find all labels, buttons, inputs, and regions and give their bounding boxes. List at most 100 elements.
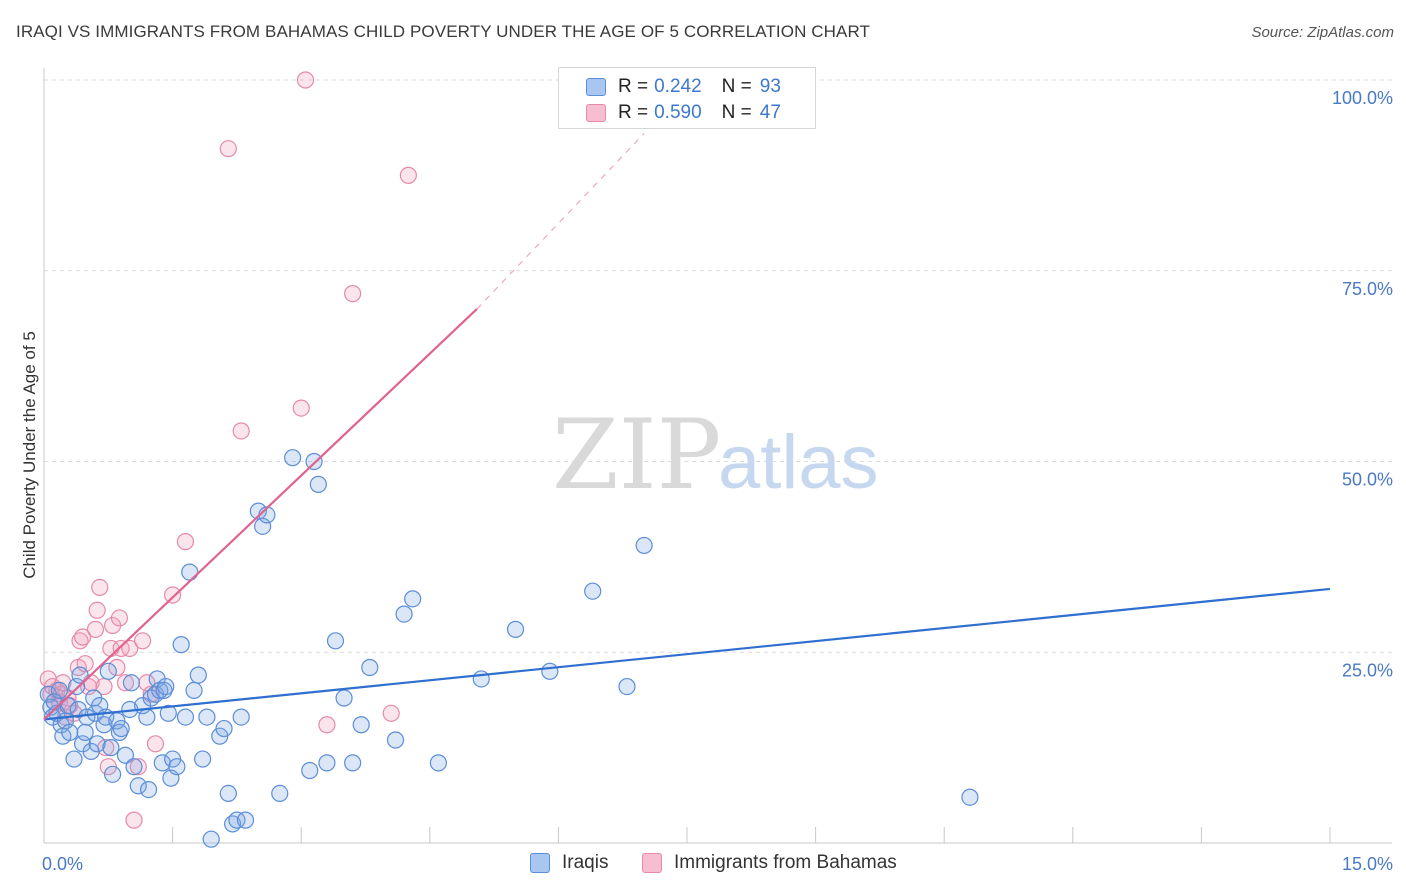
y-tick-label: 50.0% xyxy=(1342,470,1393,490)
legend-row-bahamas: R = 0.590 N = 47 xyxy=(586,101,781,125)
bahamas-point xyxy=(176,533,195,551)
bahamas-point xyxy=(146,735,165,753)
iraqis-point xyxy=(305,452,323,471)
source-label: Source: ZipAtlas.com xyxy=(1251,24,1394,41)
bahamas-point xyxy=(232,422,250,440)
iraqis-point xyxy=(139,780,158,799)
legend-n-label: N = xyxy=(721,76,752,97)
iraqis-point xyxy=(102,739,120,757)
legend-swatch-iraqis xyxy=(586,78,606,96)
bahamas-point xyxy=(344,285,362,303)
legend-swatch-bahamas xyxy=(642,853,662,873)
iraqis-point xyxy=(194,750,212,768)
bahamas-point xyxy=(121,639,139,658)
iraqis-point xyxy=(122,674,141,692)
correlation-legend: R = 0.242 N = 93 R = 0.590 N = 47 xyxy=(558,67,816,129)
bahamas-point xyxy=(86,620,105,638)
iraqis-point xyxy=(961,788,979,806)
bahamas-point xyxy=(318,716,336,734)
legend-n-value: 93 xyxy=(759,76,781,97)
iraqis-point xyxy=(635,536,653,555)
chart-title: IRAQI VS IMMIGRANTS FROM BAHAMAS CHILD P… xyxy=(16,22,871,41)
iraqis-point xyxy=(129,777,147,795)
bahamas-point xyxy=(292,399,310,417)
legend-row-iraqis: R = 0.242 N = 93 xyxy=(586,75,781,99)
iraqis-point xyxy=(103,765,122,783)
iraqis-point xyxy=(271,784,289,803)
iraqis-point xyxy=(429,754,447,772)
iraqis-point xyxy=(159,704,177,722)
axis-layer xyxy=(43,68,1392,844)
iraqis-point xyxy=(116,746,135,764)
bahamas-point xyxy=(399,166,417,184)
bahamas-point xyxy=(88,601,106,619)
iraqis-point xyxy=(202,830,220,848)
iraqis-point xyxy=(309,475,327,493)
bahamas-point xyxy=(125,811,143,829)
bahamas-point xyxy=(382,704,400,722)
iraqis-point xyxy=(352,716,370,734)
iraqis-trend-line xyxy=(43,587,1331,721)
legend-item-iraqis[interactable]: Iraqis xyxy=(530,852,608,874)
iraqis-point xyxy=(232,708,250,726)
iraqis-point xyxy=(176,708,195,726)
iraqis-point xyxy=(76,723,94,741)
iraqis-point xyxy=(50,681,69,700)
legend-item-bahamas[interactable]: Immigrants from Bahamas xyxy=(642,852,897,874)
iraqis-point xyxy=(172,636,190,654)
iraqis-point xyxy=(138,708,156,726)
legend-r-label: R = xyxy=(618,102,649,123)
bahamas-point xyxy=(110,609,129,627)
legend-n-label: N = xyxy=(721,102,752,123)
bahamas-point xyxy=(296,71,315,89)
bahamas-point xyxy=(116,674,135,692)
legend-label-iraqis: Iraqis xyxy=(562,852,609,873)
iraqis-point xyxy=(65,750,83,768)
iraqis-point xyxy=(541,662,559,680)
legend-n-value: 47 xyxy=(759,102,781,123)
legend-swatch-iraqis xyxy=(530,853,550,873)
iraqis-point xyxy=(236,811,255,829)
x-tick-label: 15.0% xyxy=(1342,854,1393,874)
bahamas-point xyxy=(91,578,109,596)
legend-r-label: R = xyxy=(618,76,649,97)
iraqis-point xyxy=(125,758,143,776)
iraqis-point xyxy=(404,590,422,608)
bahamas-trend-line xyxy=(43,308,478,721)
iraqis-point xyxy=(198,708,216,726)
iraqis-point xyxy=(584,582,602,600)
iraqis-point xyxy=(168,758,186,776)
iraqis-point xyxy=(157,677,175,696)
bahamas-point xyxy=(142,685,160,703)
iraqis-point xyxy=(112,719,130,738)
iraqis-point xyxy=(301,761,319,780)
trend-layer xyxy=(43,132,1331,721)
iraqis-point xyxy=(78,708,96,726)
iraqis-point xyxy=(386,731,405,749)
iraqis-point xyxy=(61,723,79,741)
bahamas-point xyxy=(129,758,147,776)
tick-layer: 25.0% 50.0% 75.0% 100.0% 0.0% 15.0% xyxy=(42,88,1393,874)
iraqis-point xyxy=(344,754,362,772)
iraqis-point xyxy=(472,670,490,688)
legend-r-value: 0.242 xyxy=(654,76,702,97)
iraqis-point xyxy=(284,449,302,467)
iraqis-point xyxy=(318,754,336,772)
points-layer xyxy=(39,71,979,848)
iraqis-point xyxy=(88,735,106,753)
y-tick-label: 25.0% xyxy=(1342,660,1393,680)
bahamas-point xyxy=(164,586,182,604)
iraqis-point xyxy=(215,719,233,738)
series-legend: Iraqis Immigrants from Bahamas xyxy=(0,852,1406,878)
grid-layer xyxy=(44,79,1392,653)
watermark-atlas: atlas xyxy=(718,420,879,505)
iraqis-point xyxy=(219,784,237,803)
watermark-zip: ZIP xyxy=(552,399,721,511)
bahamas-trend-extension xyxy=(476,132,645,310)
iraqis-point xyxy=(326,632,345,650)
iraqis-point xyxy=(185,681,203,700)
iraqis-point xyxy=(99,662,117,680)
iraqis-point xyxy=(189,666,207,684)
iraqis-point xyxy=(506,620,525,638)
